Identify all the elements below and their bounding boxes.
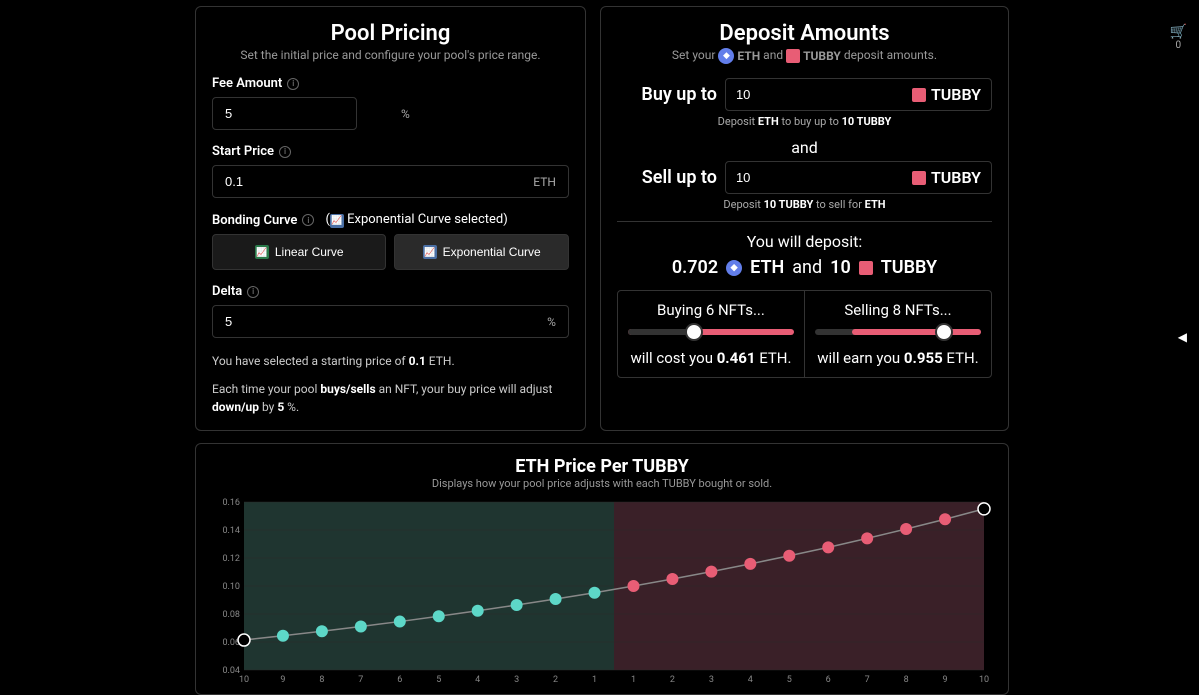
- svg-text:4: 4: [475, 675, 480, 685]
- svg-text:10: 10: [979, 675, 989, 685]
- eth-icon: [726, 260, 742, 276]
- delta-text: Delta: [212, 284, 242, 299]
- cart-widget[interactable]: 🛒 0: [1170, 24, 1187, 51]
- exp-curve-icon: 📈: [330, 214, 344, 228]
- svg-text:0.04: 0.04: [222, 666, 240, 676]
- sell-input-wrap: TUBBY: [725, 161, 992, 194]
- svg-text:2: 2: [553, 675, 558, 685]
- svg-text:3: 3: [514, 675, 519, 685]
- svg-text:5: 5: [787, 675, 792, 685]
- delta-label: Delta i: [212, 284, 569, 299]
- and-separator: and: [617, 138, 992, 157]
- svg-text:9: 9: [280, 675, 285, 685]
- deposit-subtitle: Set your ETH and TUBBY deposit amounts.: [617, 48, 992, 64]
- svg-text:6: 6: [397, 675, 402, 685]
- pool-pricing-panel: Pool Pricing Set the initial price and c…: [195, 6, 586, 431]
- curve-selected-indicator: (📈 Exponential Curve selected): [325, 212, 507, 228]
- tubby-icon: [912, 88, 926, 102]
- svg-text:8: 8: [904, 675, 909, 685]
- svg-text:0.08: 0.08: [222, 610, 240, 620]
- fee-suffix: %: [401, 107, 410, 121]
- deposit-title: Deposit Amounts: [617, 21, 992, 46]
- svg-text:0.10: 0.10: [222, 582, 240, 592]
- pricing-hint-2: Each time your pool buys/sells an NFT, y…: [212, 380, 569, 416]
- start-price-suffix: ETH: [533, 175, 556, 189]
- delta-input-group: %: [212, 305, 569, 338]
- chart-area: 0.160.140.120.100.080.060.04109876543211…: [212, 498, 992, 688]
- svg-text:0.12: 0.12: [222, 554, 240, 564]
- svg-text:7: 7: [358, 675, 363, 685]
- linear-curve-icon: 📈: [255, 245, 269, 259]
- svg-text:1: 1: [592, 675, 597, 685]
- play-indicator[interactable]: ◀: [1178, 330, 1187, 344]
- svg-text:0.16: 0.16: [222, 498, 240, 508]
- pool-pricing-subtitle: Set the initial price and configure your…: [212, 48, 569, 62]
- slider-thumb[interactable]: [685, 323, 703, 341]
- info-icon[interactable]: i: [279, 146, 291, 158]
- fee-amount-input-group: %: [212, 97, 357, 130]
- buy-input-wrap: TUBBY: [725, 78, 992, 111]
- exp-curve-icon: 📈: [423, 245, 437, 259]
- deposit-summary: You will deposit: 0.702 ETH and 10 TUBBY: [617, 221, 992, 278]
- linear-curve-button[interactable]: 📈 Linear Curve: [212, 234, 386, 270]
- deposit-summary-amounts: 0.702 ETH and 10 TUBBY: [617, 257, 992, 278]
- deposit-amounts-panel: Deposit Amounts Set your ETH and TUBBY d…: [600, 6, 1009, 431]
- bonding-curve-label: Bonding Curve i (📈 Exponential Curve sel…: [212, 212, 569, 228]
- selling-slider[interactable]: [815, 329, 981, 335]
- selling-panel: Selling 8 NFTs... will earn you 0.955 ET…: [805, 291, 991, 377]
- svg-text:4: 4: [748, 675, 753, 685]
- buying-slider[interactable]: [628, 329, 794, 335]
- svg-text:1: 1: [631, 675, 636, 685]
- tubby-icon: [786, 49, 800, 63]
- exponential-curve-button[interactable]: 📈 Exponential Curve: [394, 234, 568, 270]
- tubby-icon: [859, 261, 873, 275]
- svg-text:3: 3: [709, 675, 714, 685]
- svg-text:2: 2: [670, 675, 675, 685]
- buy-amount-input[interactable]: [736, 87, 912, 102]
- info-icon[interactable]: i: [247, 286, 259, 298]
- buying-result: will cost you 0.461 ETH.: [628, 349, 794, 367]
- svg-text:9: 9: [943, 675, 948, 685]
- buying-panel: Buying 6 NFTs... will cost you 0.461 ETH…: [618, 291, 805, 377]
- sell-up-to-label: Sell up to: [617, 167, 717, 188]
- buy-hint: Deposit ETH to buy up to 10 TUBBY: [617, 115, 992, 128]
- delta-input[interactable]: [225, 314, 547, 329]
- price-chart: 0.160.140.120.100.080.060.04109876543211…: [212, 498, 992, 688]
- svg-text:10: 10: [239, 675, 249, 685]
- delta-suffix: %: [547, 315, 556, 329]
- bonding-curve-text: Bonding Curve: [212, 213, 297, 228]
- eth-icon: [718, 48, 734, 64]
- cart-icon: 🛒: [1170, 24, 1187, 40]
- slider-thumb[interactable]: [935, 323, 953, 341]
- sell-amount-input[interactable]: [736, 170, 912, 185]
- pool-pricing-title: Pool Pricing: [212, 21, 569, 46]
- tubby-icon: [912, 171, 926, 185]
- svg-text:5: 5: [436, 675, 441, 685]
- chart-subtitle: Displays how your pool price adjusts wit…: [212, 477, 992, 490]
- pricing-hint-1: You have selected a starting price of 0.…: [212, 352, 569, 370]
- selling-title: Selling 8 NFTs...: [815, 301, 981, 319]
- sell-hint: Deposit 10 TUBBY to sell for ETH: [617, 198, 992, 211]
- start-price-label: Start Price i: [212, 144, 569, 159]
- info-icon[interactable]: i: [302, 214, 314, 226]
- svg-text:7: 7: [865, 675, 870, 685]
- buy-up-to-label: Buy up to: [617, 84, 717, 105]
- start-price-input-group: ETH: [212, 165, 569, 198]
- start-price-text: Start Price: [212, 144, 274, 159]
- price-chart-panel: ETH Price Per TUBBY Displays how your po…: [195, 443, 1009, 695]
- svg-text:0.14: 0.14: [222, 526, 240, 536]
- deposit-summary-title: You will deposit:: [617, 232, 992, 251]
- fee-amount-input[interactable]: [225, 106, 401, 121]
- buying-title: Buying 6 NFTs...: [628, 301, 794, 319]
- selling-result: will earn you 0.955 ETH.: [815, 349, 981, 367]
- svg-text:8: 8: [319, 675, 324, 685]
- fee-amount-label: Fee Amount i: [212, 76, 569, 91]
- fee-amount-text: Fee Amount: [212, 76, 282, 91]
- cart-count: 0: [1170, 40, 1187, 51]
- chart-title: ETH Price Per TUBBY: [212, 456, 992, 477]
- svg-text:6: 6: [826, 675, 831, 685]
- start-price-input[interactable]: [225, 174, 533, 189]
- info-icon[interactable]: i: [287, 78, 299, 90]
